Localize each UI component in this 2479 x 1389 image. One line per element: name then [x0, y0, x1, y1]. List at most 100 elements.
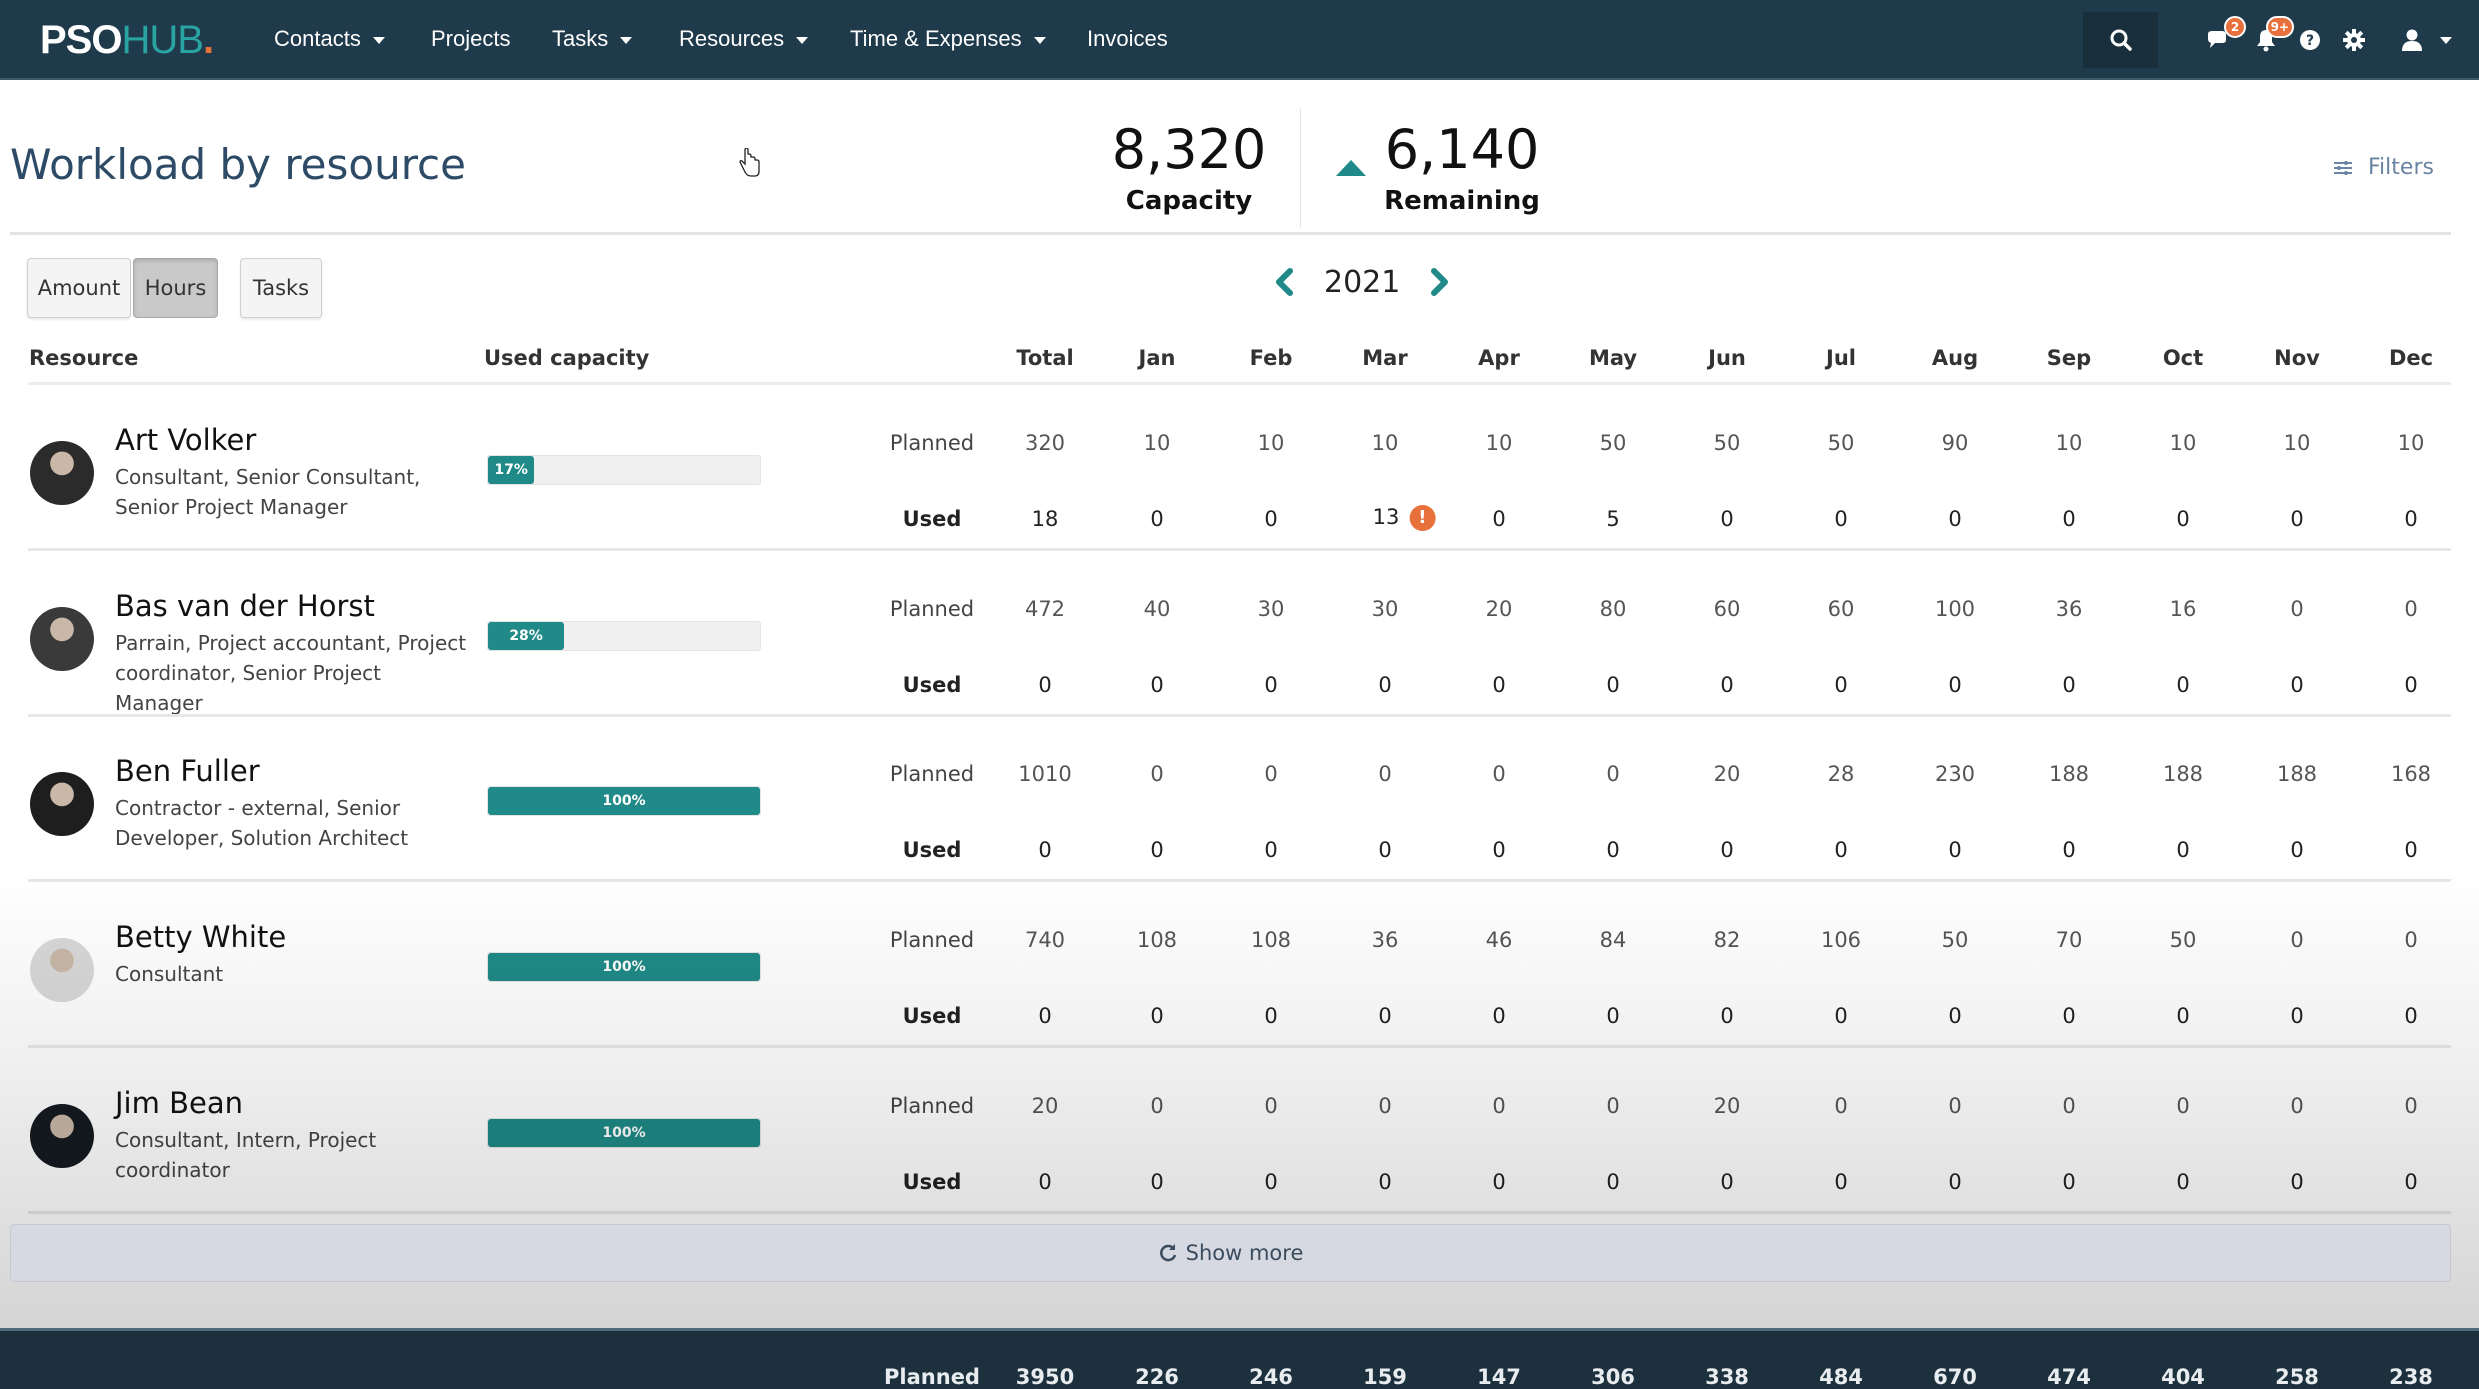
planned-cell[interactable]: 16 [2169, 597, 2197, 621]
used-cell[interactable]: 0 [2290, 838, 2304, 862]
used-cell[interactable]: 0 [1378, 1170, 1392, 1194]
help-button[interactable]: ? [2292, 22, 2328, 58]
used-cell[interactable]: 0 [1492, 507, 1506, 531]
planned-cell[interactable]: 84 [1599, 928, 1627, 952]
mode-tasks-button[interactable]: Tasks [240, 258, 322, 318]
avatar[interactable] [30, 938, 94, 1002]
next-year-button[interactable] [1426, 264, 1454, 300]
planned-cell[interactable]: 60 [1713, 597, 1741, 621]
planned-cell[interactable]: 0 [1378, 762, 1392, 786]
used-cell[interactable]: 0 [2290, 507, 2304, 531]
avatar[interactable] [30, 607, 94, 671]
planned-cell[interactable]: 30 [1257, 597, 1285, 621]
used-cell[interactable]: 0 [1720, 838, 1734, 862]
avatar[interactable] [30, 772, 94, 836]
used-cell[interactable]: 0 [2176, 838, 2190, 862]
used-cell[interactable]: 0 [2176, 507, 2190, 531]
planned-cell[interactable]: 40 [1143, 597, 1171, 621]
planned-cell[interactable]: 0 [1150, 762, 1164, 786]
used-cell[interactable]: 0 [1834, 1170, 1848, 1194]
used-cell[interactable]: 0 [2404, 838, 2418, 862]
used-cell[interactable]: 0 [2404, 673, 2418, 697]
notifications-button[interactable]: 9+ [2248, 16, 2294, 58]
used-cell[interactable]: 0 [1720, 1004, 1734, 1028]
planned-cell[interactable]: 0 [1834, 1094, 1848, 1118]
search-button[interactable] [2083, 12, 2158, 68]
planned-cell[interactable]: 50 [1941, 928, 1969, 952]
show-more-button[interactable]: Show more [10, 1224, 2451, 1282]
avatar[interactable] [30, 441, 94, 505]
used-cell[interactable]: 0 [2062, 507, 2076, 531]
planned-cell[interactable]: 0 [1378, 1094, 1392, 1118]
planned-cell[interactable]: 168 [2390, 762, 2432, 786]
used-cell[interactable]: 0 [1948, 1004, 1962, 1028]
chat-button[interactable]: 2 [2200, 16, 2246, 58]
planned-cell[interactable]: 80 [1599, 597, 1627, 621]
used-cell[interactable]: 0 [2404, 1004, 2418, 1028]
planned-cell[interactable]: 0 [1606, 762, 1620, 786]
used-cell[interactable]: 0 [2404, 507, 2418, 531]
planned-cell[interactable]: 108 [1250, 928, 1292, 952]
used-cell[interactable]: 0 [1606, 1170, 1620, 1194]
planned-cell[interactable]: 0 [2290, 928, 2304, 952]
used-cell[interactable]: 0 [1834, 673, 1848, 697]
planned-cell[interactable]: 20 [1713, 762, 1741, 786]
used-cell[interactable]: 0 [1264, 1004, 1278, 1028]
used-cell[interactable]: 0 [1150, 838, 1164, 862]
planned-cell[interactable]: 10 [2283, 431, 2311, 455]
planned-cell[interactable]: 0 [2176, 1094, 2190, 1118]
used-cell[interactable]: 0 [1720, 507, 1734, 531]
planned-cell[interactable]: 70 [2055, 928, 2083, 952]
planned-cell[interactable]: 36 [1371, 928, 1399, 952]
planned-cell[interactable]: 50 [1713, 431, 1741, 455]
used-cell[interactable]: 0 [2062, 838, 2076, 862]
planned-cell[interactable]: 82 [1713, 928, 1741, 952]
planned-cell[interactable]: 46 [1485, 928, 1513, 952]
planned-cell[interactable]: 100 [1934, 597, 1976, 621]
planned-cell[interactable]: 60 [1827, 597, 1855, 621]
mode-amount-button[interactable]: Amount [27, 258, 131, 318]
resource-name[interactable]: Art Volker [115, 423, 257, 457]
used-cell[interactable]: 0 [1948, 1170, 1962, 1194]
planned-cell[interactable]: 20 [1713, 1094, 1741, 1118]
filters-button[interactable]: Filters [2334, 155, 2434, 180]
nav-invoices[interactable]: Invoices [1087, 26, 1168, 52]
mode-hours-button[interactable]: Hours [133, 258, 218, 318]
prev-year-button[interactable] [1270, 264, 1298, 300]
used-cell[interactable]: 0 [1492, 838, 1506, 862]
resource-name[interactable]: Ben Fuller [115, 754, 260, 788]
used-cell[interactable]: 0 [1720, 673, 1734, 697]
used-cell[interactable]: 0 [1378, 1004, 1392, 1028]
planned-cell[interactable]: 50 [2169, 928, 2197, 952]
planned-cell[interactable]: 108 [1136, 928, 1178, 952]
used-cell[interactable]: 0 [1264, 507, 1278, 531]
used-cell[interactable]: 0 [1948, 507, 1962, 531]
planned-cell[interactable]: 0 [2062, 1094, 2076, 1118]
nav-resources[interactable]: Resources [679, 26, 809, 52]
used-cell[interactable]: 0 [2290, 1170, 2304, 1194]
planned-cell[interactable]: 0 [1492, 762, 1506, 786]
used-cell[interactable]: 0 [2062, 1004, 2076, 1028]
nav-contacts[interactable]: Contacts [274, 26, 385, 52]
used-cell[interactable]: 0 [1606, 838, 1620, 862]
col-total[interactable]: Total [1016, 346, 1074, 370]
used-cell[interactable]: 0 [2176, 1004, 2190, 1028]
used-cell[interactable]: 0 [2176, 673, 2190, 697]
planned-cell[interactable]: 0 [2404, 1094, 2418, 1118]
planned-cell[interactable]: 0 [1606, 1094, 1620, 1118]
planned-cell[interactable]: 0 [1264, 762, 1278, 786]
table-row[interactable]: Bas van der Horst Parrain, Project accoun… [0, 551, 2479, 717]
planned-cell[interactable]: 36 [2055, 597, 2083, 621]
used-cell[interactable]: 0 [1492, 673, 1506, 697]
table-row[interactable]: Art Volker Consultant, Senior Consultant,… [0, 385, 2479, 551]
used-cell[interactable]: 0 [1606, 673, 1620, 697]
planned-cell[interactable]: 0 [1150, 1094, 1164, 1118]
planned-cell[interactable]: 10 [2397, 431, 2425, 455]
nav-time-expenses[interactable]: Time & Expenses [850, 26, 1046, 52]
used-cell[interactable]: 0 [1834, 507, 1848, 531]
used-cell[interactable]: 0 [2062, 1170, 2076, 1194]
planned-cell[interactable]: 10 [1143, 431, 1171, 455]
table-row[interactable]: Betty White Consultant 100% Planned Used 740 0… [0, 882, 2479, 1048]
planned-cell[interactable]: 188 [2162, 762, 2204, 786]
planned-cell[interactable]: 30 [1371, 597, 1399, 621]
